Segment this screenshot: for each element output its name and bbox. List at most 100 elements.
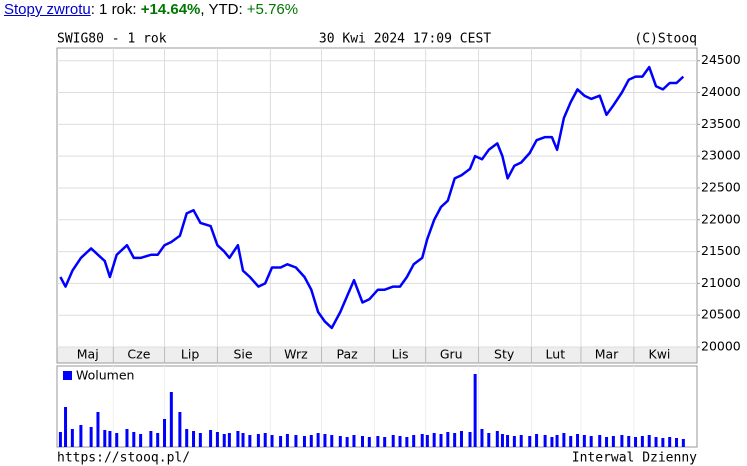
volume-bar (675, 438, 679, 447)
volume-bar (192, 431, 196, 447)
volume-bar (338, 436, 342, 447)
volume-bar (589, 436, 593, 447)
volume-bar (376, 436, 380, 447)
y-tick-label: 21500 (701, 243, 741, 258)
volume-bar (209, 430, 213, 447)
volume-bar (108, 431, 112, 447)
volume-bar (605, 437, 609, 447)
x-tick-label: Cze (127, 347, 150, 362)
volume-bar (248, 435, 252, 447)
volume-bar (89, 427, 93, 447)
x-tick-label: Lip (181, 347, 199, 362)
volume-bar (125, 429, 129, 447)
volume-bar (169, 392, 173, 447)
returns-header: Stopy zwrotu: 1 rok: +14.64%, YTD: +5.76… (4, 1, 298, 18)
volume-bar (316, 433, 320, 447)
volume-bar (480, 429, 484, 447)
volume-bar (446, 432, 450, 447)
y-tick-label: 24500 (701, 52, 741, 67)
volume-bar (96, 412, 100, 447)
volume-bar (495, 431, 499, 447)
y-tick-label: 23500 (701, 116, 741, 131)
volume-bar (70, 429, 74, 447)
volume-bar (681, 439, 685, 447)
legend-label: Wolumen (76, 368, 134, 383)
volume-bar (459, 431, 463, 447)
y-tick-label: 22500 (701, 179, 741, 194)
volume-bar (156, 433, 160, 447)
y-tick-label: 23000 (701, 148, 741, 163)
volume-bar (487, 433, 491, 447)
legend-swatch (63, 371, 72, 380)
volume-bar (391, 435, 395, 447)
volume-bar (330, 435, 334, 447)
volume-panel (56, 365, 698, 448)
return-ytd: +5.76% (246, 1, 299, 18)
volume-bar (58, 432, 62, 447)
y-tick-label: 20500 (701, 307, 741, 322)
volume-bar (352, 435, 356, 447)
volume-bar (654, 437, 658, 447)
x-tick-label: Sty (494, 347, 515, 362)
volume-bar (79, 425, 83, 447)
volume-bar (236, 431, 240, 447)
volume-bar (241, 433, 245, 447)
volume-bar (647, 435, 651, 447)
volume-bar (115, 433, 119, 447)
label: , YTD: (200, 1, 247, 18)
returns-link[interactable]: Stopy zwrotu (4, 1, 91, 18)
x-tick-label: Sie (233, 347, 252, 362)
volume-bar (294, 435, 298, 447)
volume-bar (627, 436, 631, 447)
volume-bar (367, 437, 371, 447)
volume-bar (620, 435, 624, 447)
volume-bar (103, 430, 107, 447)
x-tick-label: Kwi (649, 347, 671, 362)
chart-date: 30 Kwi 2024 17:09 CEST (319, 32, 491, 47)
volume-bar (569, 436, 573, 447)
volume-bar (550, 437, 554, 447)
x-tick-label: Mar (595, 347, 619, 362)
x-tick-label: Paz (337, 347, 359, 362)
volume-bar (64, 407, 68, 447)
y-tick-label: 21000 (701, 275, 741, 290)
y-tick-label: 22000 (701, 211, 741, 226)
volume-bar (468, 432, 472, 447)
volume-bar (263, 433, 267, 447)
footer-interval: Interwal Dzienny (572, 451, 697, 466)
volume-bar (420, 434, 424, 447)
volume-bar (256, 434, 260, 447)
volume-bar (439, 434, 443, 447)
volume-bar (640, 436, 644, 447)
volume-bar (279, 436, 283, 447)
volume-bar (398, 436, 402, 447)
volume-bar (178, 412, 182, 447)
source: (C)Stooq (634, 32, 697, 47)
volume-bar (198, 433, 202, 447)
volume-bar (528, 436, 532, 447)
volume-bar (132, 432, 136, 447)
x-tick-label: Wrz (284, 347, 308, 362)
volume-bar (309, 435, 313, 447)
volume-bar (222, 434, 226, 447)
volume-bar (270, 435, 274, 447)
label: : 1 rok: (90, 1, 141, 18)
volume-bar (506, 435, 510, 447)
volume-bar (500, 434, 504, 447)
volume-bar (149, 431, 153, 447)
return-1y: +14.64% (140, 1, 201, 18)
volume-bar (432, 433, 436, 447)
volume-bar (139, 434, 143, 447)
volume-bar (473, 374, 477, 447)
volume-bar (555, 435, 559, 447)
volume-bar (285, 434, 289, 447)
x-tick-label: Maj (77, 347, 99, 362)
volume-bar (405, 437, 409, 447)
volume-bar (582, 435, 586, 447)
volume-bar (519, 435, 523, 447)
y-tick-label: 24000 (701, 84, 741, 99)
x-tick-label: Lut (546, 347, 566, 362)
volume-bar (535, 434, 539, 447)
